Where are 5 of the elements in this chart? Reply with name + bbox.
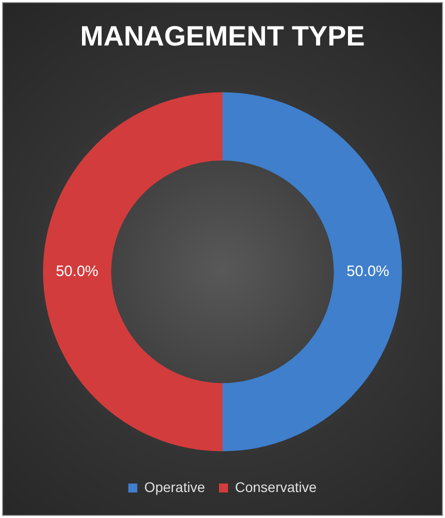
legend-label: Conservative bbox=[234, 478, 317, 495]
chart-title: MANAGEMENT TYPE bbox=[80, 20, 365, 52]
legend-label: Operative bbox=[144, 478, 206, 495]
data-label: 50.0% bbox=[56, 262, 98, 280]
data-label: 50.0% bbox=[346, 262, 390, 280]
